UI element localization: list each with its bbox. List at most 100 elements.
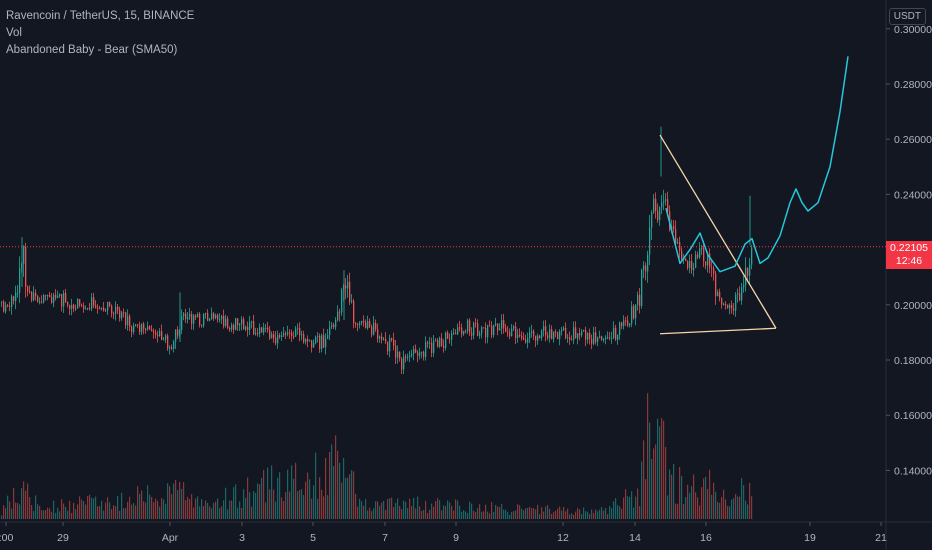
candle-body [427,342,429,344]
volume-bar [335,435,337,519]
volume-bar [201,499,203,519]
candle-body [67,301,69,306]
candle-body [163,339,165,341]
volume-bar [741,478,743,519]
candle-body [235,318,237,330]
candle-body [647,254,649,272]
candle-body [543,326,545,331]
volume-bar [545,506,547,519]
candle-body [53,294,55,303]
currency-button[interactable]: USDT [888,8,926,25]
candle-body [245,326,247,330]
volume-bar [59,511,61,519]
volume-bar [147,485,149,519]
candle-body [615,327,617,340]
volume-bar [731,499,733,519]
volume-bar [429,509,431,519]
volume-bar [7,495,9,519]
volume-bar [99,506,101,519]
volume-bar [251,506,253,519]
volume-bar [583,507,585,519]
volume-bar [401,509,403,519]
candle-body [51,297,53,303]
volume-bar [39,506,41,519]
volume-bar [159,506,161,519]
volume-bar [595,509,597,519]
candle-body [443,345,445,348]
volume-bar [623,497,625,519]
volume-bar [259,484,261,519]
candle-body [379,336,381,339]
volume-bar [171,494,173,519]
volume-bar [653,448,655,519]
candle-body [725,303,727,305]
candle-body [413,349,415,354]
volume-bar [403,500,405,519]
volume-bar [369,507,371,519]
volume-bar [91,497,93,519]
volume-label[interactable]: Vol [6,27,22,39]
candle-body [297,327,299,329]
candle-body [569,337,571,340]
volume-bar [47,507,49,519]
volume-bar [235,484,237,519]
candle-body [359,322,361,325]
candle-body [233,324,235,330]
candle-body [23,246,25,264]
candle-body [673,226,675,229]
volume-bar [227,509,229,519]
candle-body [181,316,183,330]
candle-body [405,356,407,358]
candle-body [523,338,525,340]
candle-body [623,320,625,327]
candle-body [619,322,621,335]
candle-body [331,324,333,328]
candle-body [631,306,633,324]
indicator-label[interactable]: Abandoned Baby - Bear (SMA50) [6,44,178,56]
volume-bar [417,496,419,519]
candle-body [397,351,399,358]
candle-body [201,325,203,327]
volume-bar [407,508,409,519]
volume-bar [489,513,491,519]
candle-body [453,332,455,334]
candle-body [293,336,295,338]
candle-body [169,347,171,349]
candle-body [345,285,347,289]
candle-body [251,321,253,323]
candle-body [387,341,389,352]
candle-body [463,330,465,335]
candle-body [79,298,81,306]
candle-body [43,295,45,303]
volume-bar [313,485,315,519]
volume-bar [569,514,571,519]
volume-bar [233,487,235,519]
candle-body [501,320,503,329]
candle-body [109,302,111,306]
volume-bar [577,508,579,519]
volume-bar [497,506,499,519]
volume-bar [507,511,509,519]
volume-bar [477,508,479,519]
x-tick-label-0: :00 [0,532,13,544]
volume-bar [561,510,563,519]
candle-body [207,313,209,321]
candle-body [513,326,515,329]
candle-body [175,329,177,342]
candle-body [547,335,549,338]
volume-bar [277,477,279,519]
candle-body [275,337,277,344]
candle-body [287,332,289,335]
candle-body [627,320,629,326]
candle-body [199,314,201,326]
volume-bar [735,493,737,519]
volume-bar [57,507,59,519]
volume-bar [655,444,657,519]
candle-body [367,321,369,329]
volume-bar [411,506,413,519]
volume-bar [347,477,349,519]
candle-body [31,291,33,301]
symbol-title[interactable]: Ravencoin / TetherUS, 15, BINANCE [6,10,195,22]
volume-bar [523,510,525,519]
